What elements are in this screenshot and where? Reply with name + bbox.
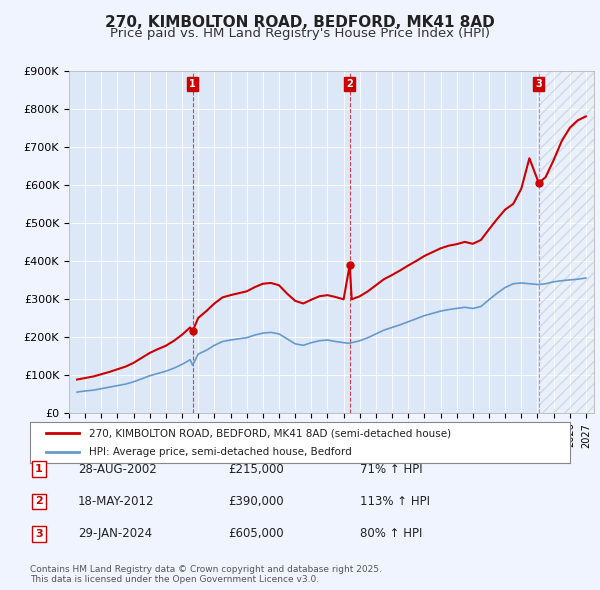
Text: 71% ↑ HPI: 71% ↑ HPI: [360, 463, 422, 476]
Text: 29-JAN-2024: 29-JAN-2024: [78, 527, 152, 540]
Text: Price paid vs. HM Land Registry's House Price Index (HPI): Price paid vs. HM Land Registry's House …: [110, 27, 490, 40]
Text: £390,000: £390,000: [228, 495, 284, 508]
Text: 270, KIMBOLTON ROAD, BEDFORD, MK41 8AD: 270, KIMBOLTON ROAD, BEDFORD, MK41 8AD: [105, 15, 495, 30]
Text: 270, KIMBOLTON ROAD, BEDFORD, MK41 8AD (semi-detached house): 270, KIMBOLTON ROAD, BEDFORD, MK41 8AD (…: [89, 428, 452, 438]
Text: 1: 1: [35, 464, 43, 474]
Text: 28-AUG-2002: 28-AUG-2002: [78, 463, 157, 476]
Text: £215,000: £215,000: [228, 463, 284, 476]
Text: 80% ↑ HPI: 80% ↑ HPI: [360, 527, 422, 540]
Text: 18-MAY-2012: 18-MAY-2012: [78, 495, 155, 508]
Text: 1: 1: [189, 80, 196, 89]
Text: Contains HM Land Registry data © Crown copyright and database right 2025.
This d: Contains HM Land Registry data © Crown c…: [30, 565, 382, 584]
Text: 113% ↑ HPI: 113% ↑ HPI: [360, 495, 430, 508]
Text: £605,000: £605,000: [228, 527, 284, 540]
Text: 3: 3: [35, 529, 43, 539]
Text: 3: 3: [535, 80, 542, 89]
Text: 2: 2: [346, 80, 353, 89]
Text: 2: 2: [35, 497, 43, 506]
Text: HPI: Average price, semi-detached house, Bedford: HPI: Average price, semi-detached house,…: [89, 447, 352, 457]
